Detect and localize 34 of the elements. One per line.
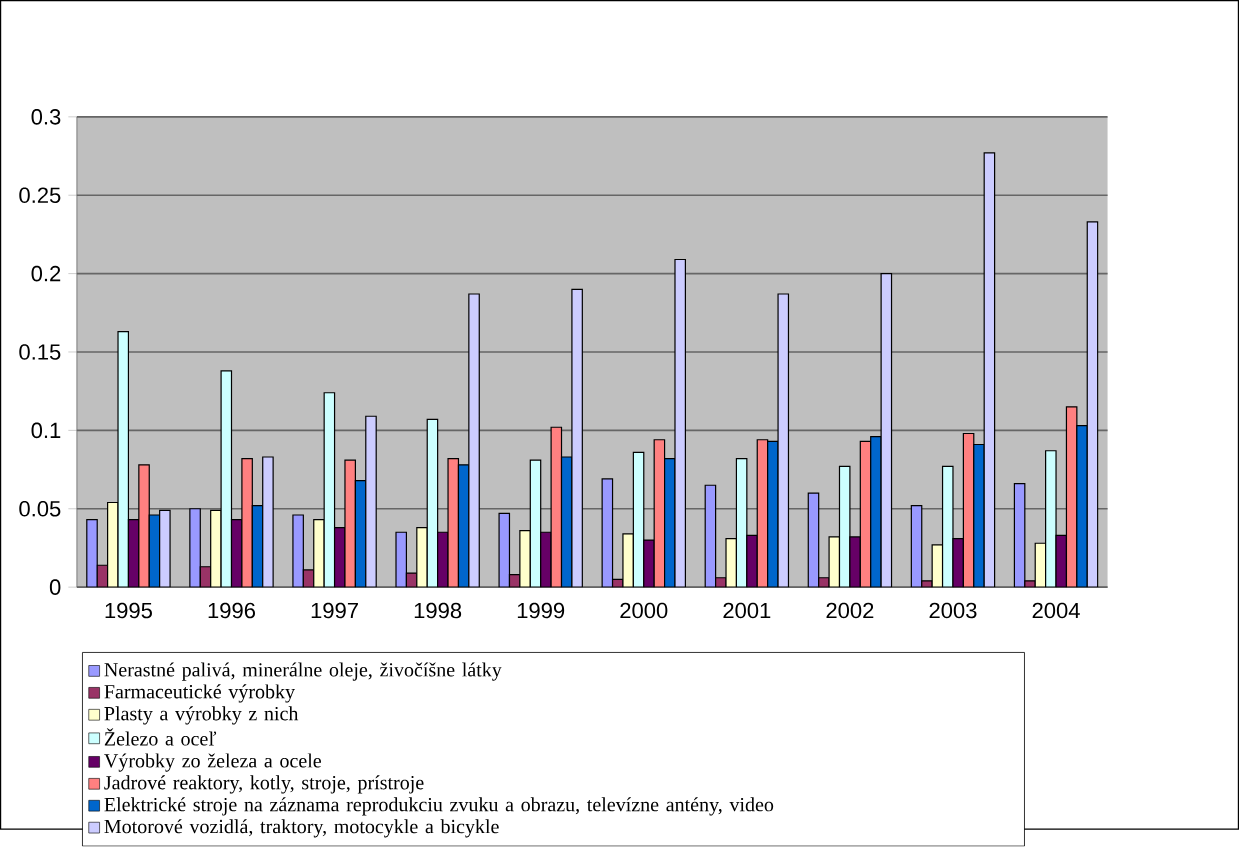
bar [86, 519, 98, 588]
x-tick-label: 2001 [723, 603, 771, 619]
x-tick-label: 1998 [414, 603, 462, 619]
y-tick-label: 0.2 [31, 266, 61, 282]
x-tick-label: 1996 [208, 603, 255, 619]
bar [746, 535, 758, 588]
bar [138, 464, 150, 588]
y-tick-label: 0.05 [19, 501, 61, 517]
y-tick-label: 0 [49, 579, 61, 596]
legend-label: Motorové vozidlá, traktory, motocykle a bicykle [104, 819, 499, 838]
y-tick-label: 0.15 [19, 344, 61, 361]
bar [416, 527, 428, 588]
x-tick-label: 2000 [620, 603, 668, 619]
y-tick-label: 0.3 [31, 109, 61, 125]
x-tick-label: 2004 [1032, 603, 1080, 619]
x-tick-label: 2003 [929, 603, 977, 619]
y-tick-label: 0.1 [31, 422, 61, 439]
legend-label: Plasty a výrobky z nich [104, 706, 299, 725]
legend-label: Jadrové reaktory, kotly, stroje, prístroje [104, 775, 424, 794]
legend-label: Výrobky zo železa a ocele [104, 753, 321, 772]
bar [643, 539, 655, 588]
x-tick-label: 2002 [826, 603, 874, 619]
legend-label: Farmaceutické výrobky [104, 684, 295, 703]
x-tick-label: 1997 [311, 603, 358, 619]
bar [313, 519, 325, 588]
bar [365, 415, 377, 588]
legend-label: Železo a oceľ [104, 728, 217, 746]
legend-label: Nerastné palivá, minerálne oleje, živočíšne látky [104, 662, 502, 681]
bar [1076, 425, 1088, 588]
bar [973, 444, 985, 588]
y-tick-label: 0.25 [19, 187, 61, 204]
legend-label: Elektrické stroje na záznama reprodukciu zvuku a obrazu, televízne antény, video [104, 797, 774, 816]
x-tick-label: 1995 [105, 603, 152, 619]
x-tick-label: 1999 [517, 603, 565, 619]
